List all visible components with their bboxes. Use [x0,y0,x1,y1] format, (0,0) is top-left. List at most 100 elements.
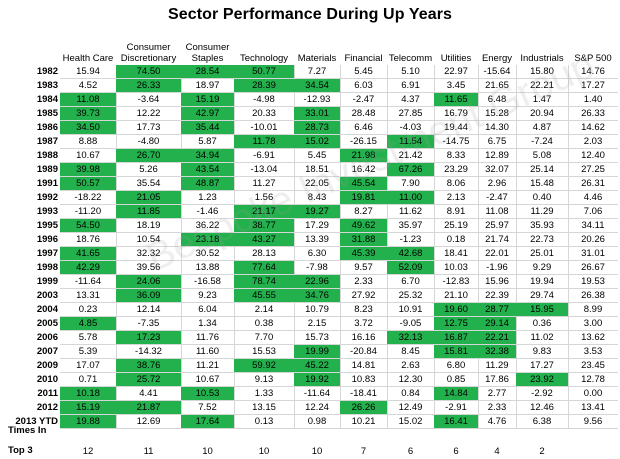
column-header-line: Industrials [520,53,564,64]
data-cell: -1.23 [399,234,422,245]
row-year: 1993 [36,206,58,217]
data-cell: 9.56 [583,416,603,427]
data-cell: 34.76 [294,289,340,302]
footer-label-line2: Top 3 [8,445,33,456]
data-cell: 0.38 [254,318,274,329]
grid-hline [60,330,618,331]
data-cell: -2.92 [531,388,553,399]
data-cell: 43.54 [181,163,234,176]
data-cell: 31.01 [581,248,605,259]
data-cell: 2.63 [401,360,420,371]
data-cell: 13.39 [305,234,329,245]
data-cell: 2.13 [446,192,466,203]
data-cell: 17.23 [116,331,181,344]
row-year: 1986 [36,122,58,133]
data-cell: 27.92 [351,290,376,301]
data-cell: -16.58 [194,276,221,287]
data-cell: 3.00 [583,318,603,329]
data-cell: 9.83 [532,346,552,357]
data-cell: 15.28 [485,108,509,119]
data-cell: 1.34 [198,318,217,329]
data-cell: -3.64 [137,94,160,105]
data-cell: 23.29 [444,164,468,175]
data-cell: 17.29 [305,220,329,231]
data-cell: 17.86 [485,374,509,385]
column-header-line: Technology [239,53,289,64]
data-cell: 0.23 [78,304,98,315]
data-cell: 0.71 [78,374,98,385]
row-year: 2004 [36,304,58,315]
data-cell: 14.76 [581,66,605,77]
column-header: S&P 500 [564,34,620,64]
data-cell: 11.60 [195,346,220,357]
data-cell: 7.90 [401,178,420,189]
row-year: 1988 [36,150,58,161]
row-year: 1984 [36,94,58,105]
data-cell: -11.20 [74,206,102,217]
data-cell: 32.07 [485,164,509,175]
data-cell: 4.76 [487,416,507,427]
data-cell: -2.47 [352,94,375,105]
data-cell: 17.64 [181,415,234,428]
top3-count: 10 [311,446,323,457]
grid-hline [60,232,618,233]
data-cell: 28.73 [294,121,340,134]
data-cell: 24.06 [116,275,181,288]
column-header-text: Utilities [441,53,472,64]
data-cell: 11.85 [116,205,181,218]
column-header-line: Health Care [62,53,114,64]
data-cell: 11.54 [387,135,434,148]
row-year: 1982 [36,66,58,77]
data-cell: 6.38 [532,416,552,427]
top3-count: 10 [258,446,270,457]
column-header-line: Energy [481,53,513,64]
row-year: 2005 [36,318,58,329]
data-cell: 21.74 [485,234,509,245]
data-cell: -15.64 [483,66,511,77]
data-cell: 41.65 [60,247,116,260]
grid-hline [60,92,618,93]
data-cell: 8.99 [583,304,603,315]
data-cell: 12.75 [434,317,478,330]
data-cell: 6.91 [401,80,420,91]
data-cell: -11.64 [74,276,102,287]
data-cell: 32.32 [136,248,161,259]
top3-count: 10 [202,446,213,457]
data-cell: 2.33 [487,402,507,413]
data-cell: -9.05 [399,318,422,329]
data-cell: 12.30 [398,374,423,385]
data-cell: 32.38 [478,345,516,358]
grid-hline [60,246,618,247]
data-cell: 12.69 [136,416,161,427]
row-year: 1997 [36,248,58,259]
data-cell: 2.33 [354,276,373,287]
data-cell: 15.81 [434,345,478,358]
data-cell: 15.96 [485,276,509,287]
data-cell: 31.88 [340,233,387,246]
data-cell: 5.78 [78,332,98,343]
data-cell: 27.85 [398,108,423,119]
data-cell: 8.88 [78,136,98,147]
data-cell: 26.31 [581,178,605,189]
data-cell: -14.32 [135,346,162,357]
data-cell: 10.83 [351,374,376,385]
data-cell: 28.77 [478,303,516,316]
grid-hline [60,176,618,177]
row-year: 1989 [36,164,58,175]
data-cell: 34.54 [294,79,340,92]
column-header-text: Industrials [520,53,563,64]
data-cell: 22.05 [305,178,329,189]
data-cell: 16.79 [444,108,468,119]
grid-hline [60,372,618,373]
data-cell: 49.62 [340,219,387,232]
data-cell: 10.53 [181,387,234,400]
data-cell: -13.04 [250,164,278,175]
data-cell: 7.70 [254,332,274,343]
row-year: 2010 [36,374,58,385]
data-cell: 10.79 [305,304,329,315]
row-year: 2011 [37,388,58,399]
column-header: Technology [230,34,298,64]
data-cell: 35.44 [181,121,234,134]
data-cell: 3.72 [354,318,373,329]
top3-count: 11 [143,446,154,457]
